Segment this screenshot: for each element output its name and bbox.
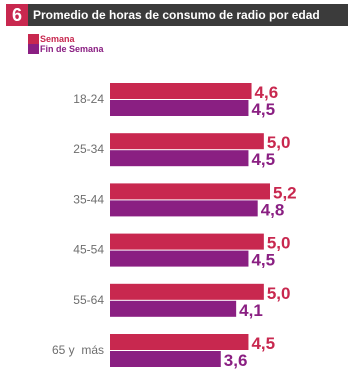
chart-title: Promedio de horas de consumo de radio po… (33, 8, 320, 22)
bar-semana-18-24 (110, 83, 252, 99)
legend: Semana Fin de Semana (28, 34, 104, 54)
bar-fin-de-semana-65-y-más (110, 351, 221, 367)
category-label-18-24: 18-24 (73, 92, 104, 106)
data-label-semana-25-34: 5,0 (267, 133, 291, 152)
data-label-semana-65-y-más: 4,5 (251, 334, 275, 353)
data-label-semana-55-64: 5,0 (267, 284, 291, 303)
legend-swatch-fin-de-semana (28, 44, 39, 54)
data-label-semana-35-44: 5,2 (273, 183, 297, 202)
data-label-fin-de-semana-55-64: 4,1 (239, 301, 263, 320)
chart-number: 6 (6, 4, 28, 26)
data-label-fin-de-semana-25-34: 4,5 (251, 150, 275, 169)
chart-header: 6 Promedio de horas de consumo de radio … (6, 4, 348, 26)
data-label-fin-de-semana-18-24: 4,5 (251, 100, 275, 119)
category-label-65-y-más: 65 y más (52, 343, 104, 357)
bar-fin-de-semana-45-54 (110, 250, 249, 267)
bar-semana-45-54 (110, 233, 264, 250)
category-label-35-44: 35-44 (73, 192, 104, 206)
category-label-45-54: 45-54 (73, 243, 104, 257)
data-label-fin-de-semana-65-y-más: 3,6 (224, 351, 248, 370)
category-label-55-64: 55-64 (73, 293, 104, 307)
category-label-25-34: 25-34 (73, 142, 104, 156)
legend-swatch-semana (28, 34, 39, 44)
bar-fin-de-semana-35-44 (110, 200, 258, 217)
data-label-semana-18-24: 4,6 (255, 83, 279, 102)
bar-fin-de-semana-25-34 (110, 150, 249, 167)
data-label-fin-de-semana-35-44: 4,8 (261, 200, 285, 219)
bar-semana-25-34 (110, 133, 264, 150)
data-label-semana-45-54: 5,0 (267, 234, 291, 253)
bar-fin-de-semana-55-64 (110, 300, 237, 317)
legend-label-semana: Semana (40, 34, 75, 44)
bar-semana-35-44 (110, 183, 270, 200)
bar-fin-de-semana-18-24 (110, 100, 249, 116)
legend-label-fin-de-semana: Fin de Semana (40, 44, 104, 54)
legend-item-fin-de-semana: Fin de Semana (28, 44, 104, 54)
data-label-fin-de-semana-45-54: 4,5 (251, 251, 275, 270)
bar-semana-65-y-más (110, 334, 249, 350)
legend-item-semana: Semana (28, 34, 104, 44)
bar-semana-55-64 (110, 283, 264, 300)
